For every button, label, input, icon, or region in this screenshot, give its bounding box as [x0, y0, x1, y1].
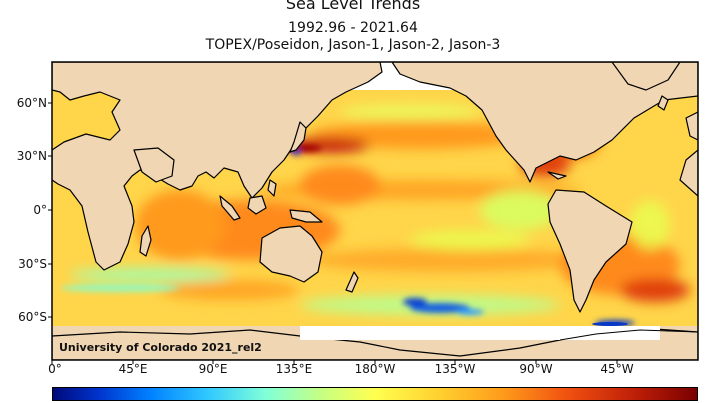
- new-guinea: [289, 209, 323, 223]
- europe-west-edge: [685, 111, 698, 141]
- lat-label-equator: 0°: [33, 203, 47, 217]
- ross-ice-shelf-blue: [592, 322, 628, 326]
- borneo: [247, 195, 267, 215]
- philippines: [267, 179, 277, 197]
- lon-label-135e: 135°E: [275, 362, 313, 376]
- credit-text: University of Colorado 2021_rel2: [59, 341, 262, 354]
- cuba: [547, 171, 567, 180]
- lat-label-30s: 30°S: [18, 257, 47, 271]
- new-zealand: [345, 271, 359, 293]
- madagascar: [139, 225, 152, 257]
- map-subtitle-dates: 1992.96 - 2021.64: [288, 20, 418, 36]
- lat-label-30n: 30°N: [16, 149, 47, 163]
- map-title: Sea Level Trends: [285, 0, 421, 13]
- greenland: [611, 62, 681, 91]
- colorbar: [52, 387, 698, 401]
- japan: [289, 121, 307, 153]
- british-isles: [657, 95, 669, 111]
- antarctic-peninsula: [559, 329, 698, 341]
- lon-label-180w: 180°W: [354, 362, 396, 376]
- north-america: [391, 62, 698, 183]
- lon-label-90w: 90°W: [519, 362, 553, 376]
- lon-label-45e: 45°E: [118, 362, 148, 376]
- africa-west-edge: [679, 149, 698, 197]
- lat-label-60n: 60°N: [16, 96, 47, 110]
- south-america: [547, 189, 633, 313]
- lon-label-45w: 45°W: [600, 362, 634, 376]
- australia: [259, 225, 323, 283]
- axis-ticks: [48, 102, 618, 364]
- antarctica-coast: [52, 327, 698, 360]
- sumatra: [219, 195, 241, 221]
- arabia-outline: [133, 147, 175, 183]
- lat-label-60s: 60°S: [18, 310, 47, 324]
- lon-label-90e: 90°E: [198, 362, 228, 376]
- no-data-band: [300, 326, 660, 340]
- map-subtitle-missions: TOPEX/Poseidon, Jason-1, Jason-2, Jason-…: [205, 37, 501, 53]
- lon-label-135w: 135°W: [434, 362, 476, 376]
- lon-label-0: 0°: [48, 362, 62, 376]
